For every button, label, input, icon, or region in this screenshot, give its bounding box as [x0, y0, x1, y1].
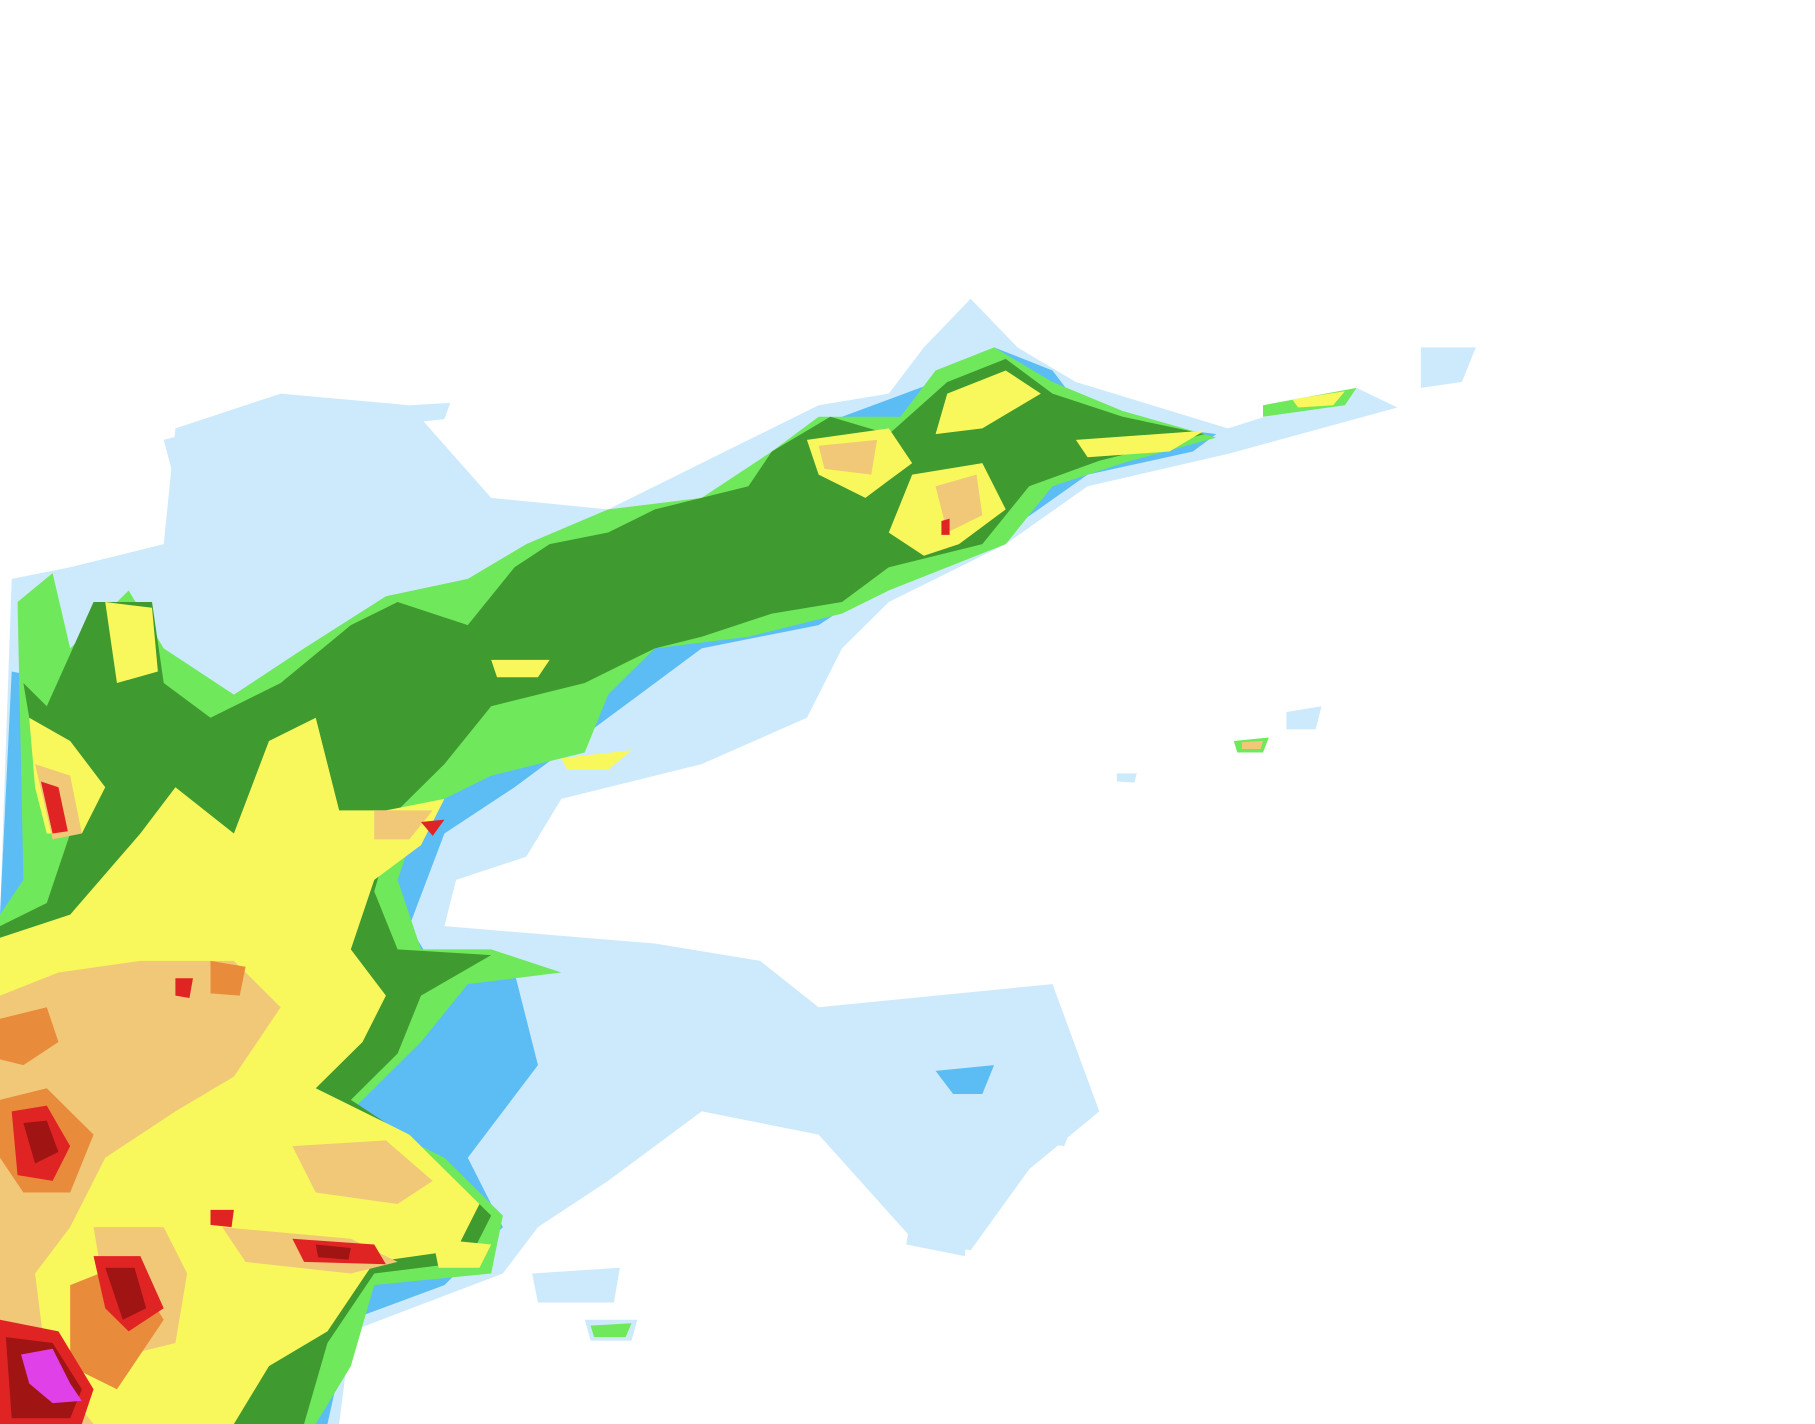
- precip-cell-very-heavy: [210, 960, 246, 996]
- precip-cell-very-intense: [315, 1244, 351, 1260]
- precip-cell-intense: [421, 819, 445, 836]
- precip-cell-heavy: [374, 810, 433, 840]
- precip-cell-heavy: [292, 1140, 433, 1205]
- precip-cell-moderate-heavy: [1292, 391, 1345, 408]
- precip-cell-moderate-heavy: [561, 750, 632, 770]
- precip-cell-intense: [941, 518, 950, 535]
- precip-cell-very-light: [1420, 347, 1476, 388]
- precip-cell-moderate-heavy: [1075, 430, 1205, 458]
- precip-cell-very-light: [1116, 773, 1137, 783]
- precip-cell-very-intense: [23, 1120, 59, 1164]
- precip-cell-very-heavy: [0, 1007, 59, 1066]
- level-extreme: [21, 1348, 82, 1404]
- precip-cell-very-intense: [105, 1267, 147, 1320]
- precip-cell-moderate-heavy: [432, 1238, 492, 1268]
- precip-cell-light: [935, 1065, 995, 1095]
- precip-cell-moderate-heavy: [935, 370, 1041, 435]
- precip-cell-moderate-heavy: [105, 602, 158, 684]
- precip-cell-very-light: [888, 1041, 1088, 1147]
- precip-cell-very-light: [409, 402, 451, 423]
- precip-cell-extreme: [21, 1348, 82, 1404]
- precip-cell-intense: [175, 978, 193, 998]
- precip-cell-very-light: [163, 422, 234, 484]
- precip-cell-heavy: [1241, 740, 1264, 750]
- precip-cell-intense: [40, 781, 68, 834]
- precip-cell-very-light: [906, 1192, 971, 1257]
- precip-cell-intense: [210, 1209, 234, 1228]
- precip-cell-heavy: [935, 474, 983, 533]
- precip-cell-heavy: [818, 439, 878, 475]
- precip-cell-very-light: [1286, 706, 1322, 730]
- precip-cell-very-light: [532, 1267, 620, 1303]
- precip-cell-heavy: [0, 960, 281, 1424]
- precip-cell-light-moderate: [590, 1323, 632, 1338]
- precip-cell-moderate-heavy: [491, 659, 550, 678]
